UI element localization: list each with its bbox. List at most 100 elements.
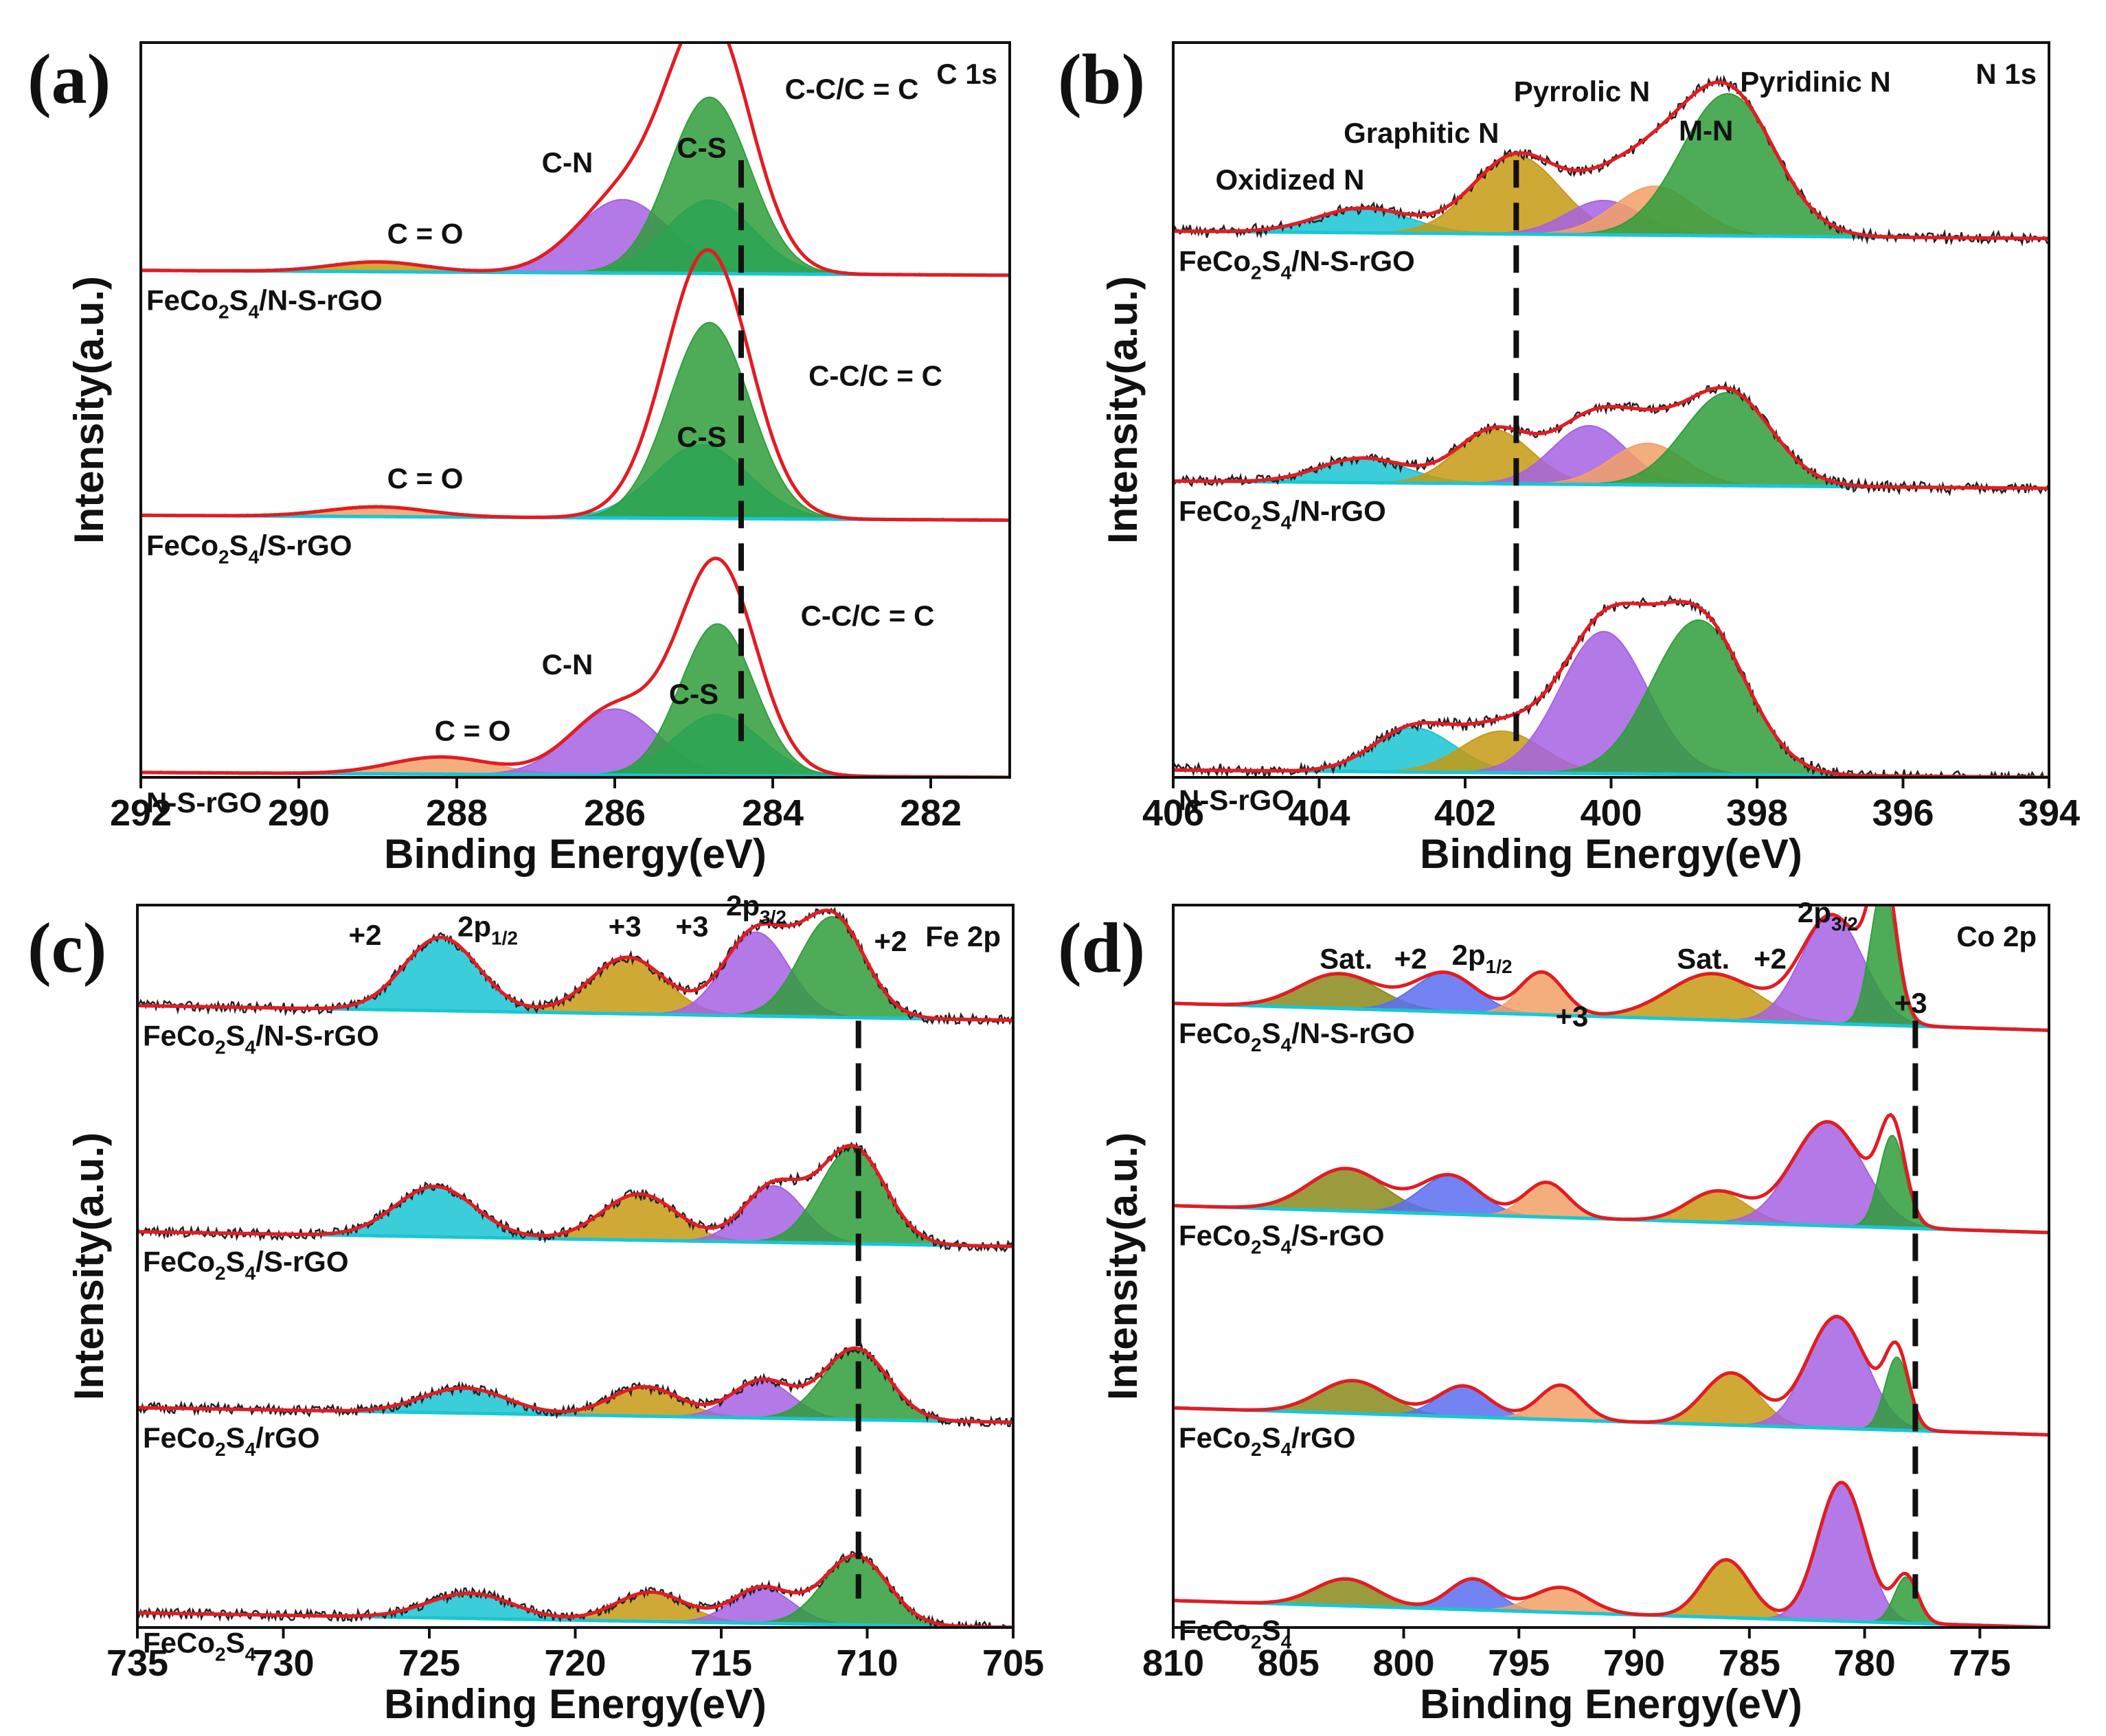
background-line (1173, 1599, 2049, 1628)
peak-annotation: C-C/C = C (808, 359, 942, 391)
orbital-annotation: 2p3/2 (726, 889, 786, 928)
fit-envelope-line (1173, 905, 2049, 1032)
sample-label: FeCo2S4/N-S-rGO (1179, 1017, 1415, 1055)
peak-c-n-286 (141, 708, 1010, 777)
spectrum-feco2s4-n-s-rgo (1173, 74, 2049, 247)
x-tick-label: 282 (900, 792, 962, 834)
x-tick-label: 800 (1372, 1643, 1434, 1684)
panel-d: Sat. +2 +3 Sat. +2 +3 2p1/2 2p3/2 FeCo2S4/N-S-rG… (1058, 896, 2050, 1727)
x-tick-label: 790 (1603, 1643, 1665, 1684)
spectrum-feco2s4-n-s-rgo (141, 43, 1010, 277)
peak-annotation: C-N (542, 648, 593, 681)
spectrum-feco2s4 (137, 1550, 1013, 1628)
core-level-label: N 1s (1975, 58, 2037, 90)
y-axis-label: Intensity(a.u.) (66, 276, 112, 544)
core-level-label: Co 2p (1956, 920, 2037, 952)
peak-annotation: C-N (542, 146, 593, 179)
x-tick-label: 785 (1719, 1643, 1780, 1684)
x-tick-label: 292 (110, 792, 172, 834)
peak-annotation: +3 (609, 911, 642, 943)
sample-label: FeCo2S4/S-rGO (1179, 1220, 1385, 1258)
sample-label: FeCo2S4/S-rGO (146, 529, 352, 567)
sample-label: FeCo2S4/N-rGO (1179, 494, 1386, 533)
x-tick-label: 715 (690, 1643, 752, 1684)
peak-annotation: C-S (677, 132, 726, 164)
spectrum-feco2s4-rgo (137, 1343, 1013, 1428)
peak-c-s-284.8 (141, 321, 1010, 521)
x-tick-label: 810 (1142, 1643, 1204, 1684)
plot-area (137, 906, 1013, 1628)
panel-label: (d) (1058, 909, 1145, 987)
sample-label: FeCo2S4/rGO (143, 1421, 320, 1460)
peak-annotation: C-S (669, 678, 718, 710)
core-level-label: C 1s (936, 58, 997, 90)
plot-area (141, 43, 1010, 777)
spectrum-feco2s4-n-rgo (1173, 380, 2049, 496)
y-axis-label: Intensity(a.u.) (1100, 276, 1146, 544)
x-axis-label: Binding Energy(eV) (1420, 831, 1802, 877)
x-tick-label: 394 (2018, 792, 2080, 834)
sample-label: N-S-rGO (146, 786, 262, 819)
sample-label: FeCo2S4/N-S-rGO (146, 284, 383, 323)
fit-envelope-line (137, 1346, 1013, 1424)
peak-annotation: +3 (1556, 1001, 1589, 1033)
peak-annotation: Sat. (1320, 943, 1372, 975)
background-line (1173, 1001, 2049, 1032)
x-tick-label: 286 (584, 792, 646, 834)
orbital-annotation: 2p3/2 (1798, 896, 1858, 935)
x-tick-label: 775 (1949, 1643, 2011, 1684)
x-tick-label: 284 (742, 792, 804, 834)
y-axis-label: Intensity(a.u.) (1100, 1132, 1146, 1400)
plot-area (1173, 905, 2049, 1628)
plot-area (1173, 74, 2049, 777)
fit-envelope-line (141, 248, 1010, 522)
x-tick-label: 288 (426, 792, 488, 834)
x-tick-label: 795 (1488, 1643, 1550, 1684)
x-axis-label: Binding Energy(eV) (384, 1681, 767, 1727)
peak-annotation: C = O (435, 715, 511, 747)
x-axis-label: Binding Energy(eV) (1420, 1681, 1802, 1727)
peak-annotation: +3 (1894, 987, 1927, 1019)
x-axis-label: Binding Energy(eV) (384, 831, 767, 877)
peak-annotation: C-C/C = C (801, 599, 935, 632)
x-tick-label: 805 (1258, 1643, 1320, 1684)
spectrum-feco2s4-n-s-rgo (137, 906, 1013, 1027)
background-line (1173, 1406, 2049, 1437)
peak-annotation: +3 (676, 911, 709, 943)
peak-c-n-285.9 (141, 198, 1010, 276)
x-tick-label: 725 (398, 1643, 460, 1684)
x-tick-label: 290 (268, 792, 330, 834)
axes-frame (1172, 904, 2050, 1629)
orbital-annotation: 2p1/2 (1452, 939, 1513, 977)
raw-data-line (1173, 380, 2049, 496)
x-tick-label: 398 (1726, 792, 1788, 834)
panel-label: (b) (1058, 40, 1145, 119)
x-tick-label: 402 (1434, 792, 1496, 834)
sample-label: N-S-rGO (1179, 784, 1294, 816)
peak-annotation: +2 (1754, 943, 1787, 975)
sample-label: FeCo2S4/N-S-rGO (143, 1019, 379, 1058)
x-tick-label: 404 (1288, 792, 1350, 834)
orbital-annotation: 2p1/2 (457, 911, 518, 949)
panel-b: Oxidized N Graphitic N Pyrrolic N M-NPyridi… (1058, 40, 2080, 877)
x-tick-label: 705 (982, 1643, 1044, 1684)
spectrum-feco2s4-s-rgo (141, 247, 1010, 523)
peak-annotation: C-C/C = C (785, 73, 919, 105)
sample-label: FeCo2S4 (1179, 1614, 1292, 1653)
fit-envelope-line (141, 43, 1010, 277)
panel-label: (a) (27, 40, 111, 119)
peak-annotation: Graphitic N (1344, 117, 1499, 149)
x-tick-label: 406 (1142, 792, 1204, 834)
panel-label: (c) (27, 909, 106, 987)
peak-annotation: C = O (387, 217, 464, 249)
y-axis-label: Intensity(a.u.) (66, 1132, 112, 1400)
sample-label: FeCo2S4/rGO (1179, 1421, 1356, 1460)
x-tick-label: 730 (252, 1643, 314, 1684)
x-tick-label: 735 (106, 1643, 168, 1684)
panel-c: +2 +3 +3 +2 2p1/2 2p3/2 FeCo2S4/N-S-rGO FeCo2S4… (27, 889, 1044, 1727)
fit-envelope-line (1173, 1314, 2049, 1437)
x-tick-label: 720 (544, 1643, 606, 1684)
x-tick-label: 780 (1834, 1643, 1896, 1684)
peak-annotation: +2 (349, 919, 382, 951)
axes-frame (139, 41, 1011, 779)
